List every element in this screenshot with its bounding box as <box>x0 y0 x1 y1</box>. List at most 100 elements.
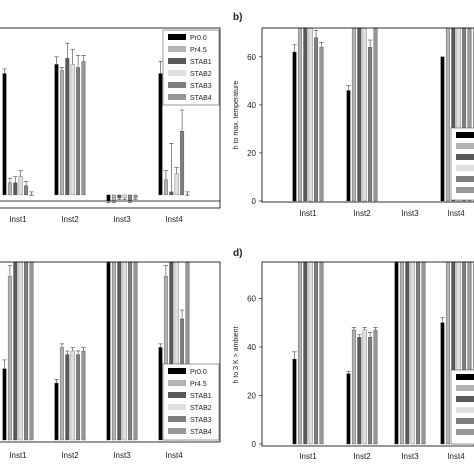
bar-panel-d <box>351 329 356 445</box>
bar-panel-a <box>169 191 174 196</box>
y-tick-label: 40 <box>247 343 256 352</box>
legend-swatch-stab1 <box>168 392 186 398</box>
panel-c-legend-box <box>162 363 220 441</box>
bar-panel-b <box>319 47 324 202</box>
y-tick-label: 20 <box>247 149 256 158</box>
bar-panel-a <box>76 67 81 196</box>
bar-panel-d <box>357 337 362 445</box>
panel-b-category-label: Inst1 <box>299 209 317 218</box>
bar-panel-a <box>163 179 168 196</box>
panel-b-category-label: Inst2 <box>353 209 371 218</box>
bar-panel-d <box>373 329 378 445</box>
bar-panel-a <box>2 73 7 196</box>
panel-d-legend-swatch <box>456 396 474 402</box>
bar-panel-d <box>314 261 319 445</box>
panel-d-category-label: Inst1 <box>299 452 317 461</box>
bar-panel-a <box>29 194 34 196</box>
panel-d-category-label: Inst2 <box>353 452 371 461</box>
panel-a-bars <box>2 42 190 203</box>
panel-d-category-label: Inst3 <box>401 452 419 461</box>
bar-panel-a <box>180 131 185 196</box>
y-tick-label: 40 <box>247 101 256 110</box>
bar-panel-a <box>18 176 23 196</box>
legend-label-stab3: STAB3 <box>190 417 212 424</box>
panel-d: d) h to 3 K > ambient 0 20 40 60 Inst1 Inst… <box>233 248 474 461</box>
y-tick-label: 60 <box>247 53 256 62</box>
legend-swatch-stab2 <box>168 404 186 410</box>
bar-panel-d <box>445 261 450 445</box>
legend-swatch-pr4-5 <box>168 380 186 386</box>
bar-panel-c <box>81 350 86 441</box>
bar-panel-b <box>308 27 313 202</box>
bar-panel-b <box>346 90 351 202</box>
bar-panel-d <box>292 358 297 445</box>
panel-b-category-label: Inst3 <box>401 209 419 218</box>
bar-panel-b <box>373 27 378 202</box>
panel-a-category-label: Inst4 <box>165 215 183 224</box>
bar-panel-d <box>399 261 404 445</box>
panel-a-category-label: Inst3 <box>113 215 131 224</box>
bar-panel-c <box>24 261 29 441</box>
panel-a-category-label: Inst1 <box>9 215 27 224</box>
bar-panel-c <box>122 261 127 441</box>
bar-panel-b <box>351 27 356 202</box>
legend-label-stab2: STAB2 <box>190 71 212 78</box>
bar-panel-b <box>445 27 450 202</box>
bar-panel-d <box>405 261 410 445</box>
panel-d-legend-swatch <box>456 385 474 391</box>
bar-panel-a <box>122 194 127 199</box>
panel-a-frame <box>0 27 221 209</box>
panel-c-frame <box>0 261 221 443</box>
y-tick-label: 20 <box>247 391 256 400</box>
bar-panel-d <box>319 261 324 445</box>
legend-swatch-stab3 <box>168 82 186 88</box>
panel-d-letter: d) <box>233 248 242 259</box>
bar-panel-a <box>111 194 116 202</box>
bar-panel-a <box>117 194 122 199</box>
bar-panel-c <box>76 354 81 441</box>
panel-c-category-label: Inst4 <box>165 451 183 460</box>
legend-swatch-stab2 <box>168 70 186 76</box>
bar-panel-b <box>357 27 362 202</box>
panel-c-category-label: Inst2 <box>61 451 79 460</box>
bar-panel-b <box>440 56 445 202</box>
legend-swatch-stab4 <box>168 428 186 434</box>
panel-a: Inst1 Inst2 Inst3 Inst4 Pr0.0 Pr4.5 STAB… <box>0 27 221 224</box>
bar-panel-a <box>128 194 133 202</box>
bar-panel-a <box>65 58 70 196</box>
panel-b-y-axis-label: h to max. temperature <box>233 81 240 150</box>
legend-label-pr0-0: Pr0.0 <box>190 369 207 376</box>
panel-b-bars <box>292 27 472 202</box>
bar-panel-c <box>18 261 23 441</box>
panel-b-legend-swatch <box>456 165 474 171</box>
panel-b: b) h to max. temperature 0 20 40 60 Inst1 I… <box>233 12 474 218</box>
panel-d-categories: Inst1 Inst2 Inst3 Inst4 <box>299 452 465 461</box>
bar-panel-a <box>7 182 12 196</box>
panel-c-legend: Pr0.0 Pr4.5 STAB1 STAB2 STAB3 STAB4 <box>162 363 220 441</box>
y-tick-label: 60 <box>247 294 256 303</box>
bar-panel-a <box>174 173 179 196</box>
bar-panel-c <box>158 347 163 441</box>
bar-panel-d <box>410 261 415 445</box>
bar-panel-d <box>308 261 313 445</box>
bar-panel-c <box>65 354 70 441</box>
bar-panel-c <box>70 350 75 441</box>
panel-c-bars <box>2 261 190 441</box>
bar-panel-a <box>59 70 64 196</box>
bar-panel-a <box>81 61 86 196</box>
bar-panel-d <box>440 322 445 445</box>
bar-panel-d <box>297 261 302 445</box>
bar-panel-a <box>24 185 29 196</box>
legend-label-stab3: STAB3 <box>190 83 212 90</box>
panel-d-legend-swatch <box>456 407 474 413</box>
panel-b-category-label: Inst4 <box>447 209 465 218</box>
panel-d-y-ticks: 0 20 40 60 <box>247 294 262 449</box>
bar-panel-d <box>416 261 421 445</box>
bar-panel-d <box>394 261 399 445</box>
bar-panel-d <box>368 337 373 445</box>
bar-panel-b <box>292 51 297 202</box>
panel-b-frame <box>261 27 474 203</box>
legend-label-pr4-5: Pr4.5 <box>190 381 207 388</box>
legend-swatch-stab3 <box>168 416 186 422</box>
panel-d-legend <box>450 369 474 445</box>
